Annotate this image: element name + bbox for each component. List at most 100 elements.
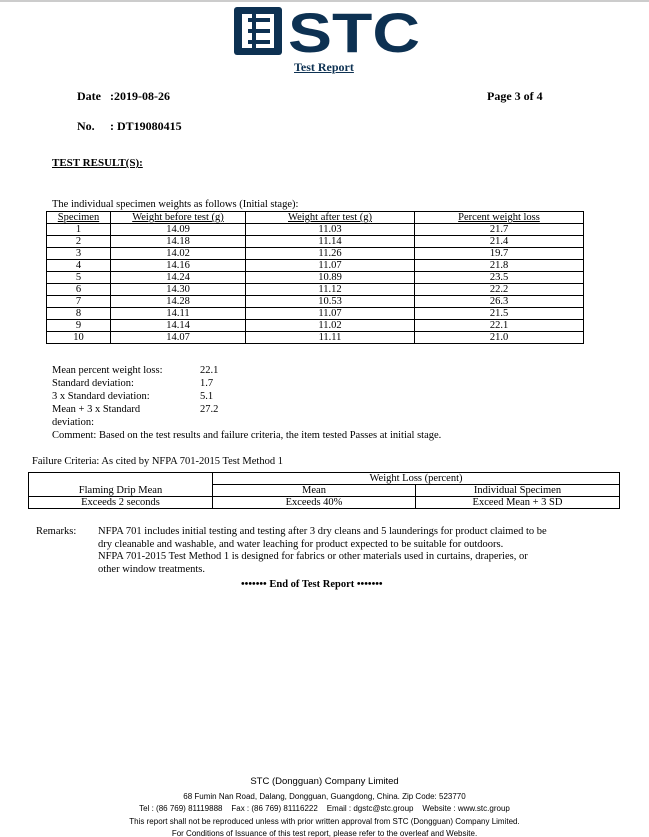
empty-cell [28, 472, 213, 485]
stat-row: 3 x Standard deviation: 5.1 [52, 390, 213, 403]
col-header: Mean [212, 484, 416, 497]
date-value: :2019-08-26 [110, 89, 170, 103]
section-title: TEST RESULT(S): [52, 157, 143, 169]
group-header: Weight Loss (percent) [212, 472, 620, 485]
stat-label: deviation: [52, 417, 94, 428]
footer-conditions: For Conditions of Issuance of this test … [171, 829, 478, 837]
table-row: 4 14.16 11.07 21.8 [46, 259, 584, 272]
column-header: Specimen [46, 211, 111, 224]
table-cell: 11.03 [245, 223, 415, 236]
remarks-line: other window treatments. [98, 563, 206, 575]
specimen-table: Specimen Weight before test (g) Weight aft… [46, 211, 584, 344]
table-cell: 14.18 [110, 235, 246, 248]
table-cell: 21.8 [414, 259, 584, 272]
table-cell: 11.07 [245, 259, 415, 272]
criteria-value: Exceeds 40% [212, 496, 416, 509]
table-cell: 26.3 [414, 295, 584, 308]
table-cell: 14.16 [110, 259, 246, 272]
table-row: 5 14.24 10.89 23.5 [46, 271, 584, 284]
table-cell: 10.89 [245, 271, 415, 284]
stat-value: 22.1 [200, 365, 219, 376]
stat-label: Mean + 3 x Standard [52, 404, 141, 415]
stat-value: 27.2 [200, 404, 219, 415]
footer-contact: Tel : (86 769) 81119888 Fax : (86 769) 8… [139, 804, 510, 813]
stat-row: Mean + 3 x Standard 27.2 [52, 403, 218, 416]
table-row: 6 14.30 11.12 22.2 [46, 283, 584, 296]
table-row: 10 14.07 11.11 21.0 [46, 331, 584, 344]
stat-row: deviation: [52, 416, 94, 429]
table-cell: 11.14 [245, 235, 415, 248]
date-label: Date [77, 89, 101, 103]
table-row: 8 14.11 11.07 21.5 [46, 307, 584, 320]
table-cell: 14.07 [110, 331, 246, 344]
no-label: No. [77, 119, 95, 133]
table-cell: 4 [46, 259, 111, 272]
table-cell: 3 [46, 247, 111, 260]
table-cell: 21.4 [414, 235, 584, 248]
column-header: Weight after test (g) [245, 211, 415, 224]
svg-text:STC: STC [288, 5, 420, 57]
stat-label: 3 x Standard deviation: [52, 391, 150, 402]
table-cell: 14.24 [110, 271, 246, 284]
table-cell: 11.02 [245, 319, 415, 332]
table-cell: 5 [46, 271, 111, 284]
criteria-value: Exceed Mean + 3 SD [415, 496, 620, 509]
column-header: Percent weight loss [414, 211, 584, 224]
remarks-line: NFPA 701 includes initial testing and te… [98, 526, 547, 537]
table-cell: 22.1 [414, 319, 584, 332]
table-cell: 19.7 [414, 247, 584, 260]
criteria-value: Exceeds 2 seconds [28, 496, 213, 509]
report-title: Test Report [294, 60, 354, 74]
table-row: 3 14.02 11.26 19.7 [46, 247, 584, 260]
comment: Comment: Based on the test results and f… [52, 430, 442, 441]
stc-logo: STC [234, 5, 420, 57]
remarks-line: NFPA 701-2015 Test Method 1 is designed … [98, 551, 528, 562]
table-cell: 23.5 [414, 271, 584, 284]
stat-label: Standard deviation: [52, 378, 134, 389]
remarks-line: dry cleanable and washable, and water le… [98, 538, 504, 550]
table-cell: 10.53 [245, 295, 415, 308]
stat-value: 1.7 [200, 378, 214, 389]
col-header: Flaming Drip Mean [28, 484, 213, 497]
remarks-text: NFPA 701 includes initial testing and te… [98, 526, 547, 576]
failure-criteria-table: Weight Loss (percent) Flaming Drip Mean M… [28, 472, 620, 509]
table-cell: 22.2 [414, 283, 584, 296]
failure-caption: Failure Criteria: As cited by NFPA 701-2… [32, 456, 283, 467]
table-cell: 14.09 [110, 223, 246, 236]
table-cell: 11.26 [245, 247, 415, 260]
table-row: 1 14.09 11.03 21.7 [46, 223, 584, 236]
stat-value: 5.1 [200, 391, 214, 402]
table-cell: 14.11 [110, 307, 246, 320]
col-header: Individual Specimen [415, 484, 620, 497]
stat-label: Mean percent weight loss: [52, 365, 163, 376]
table-cell: 11.07 [245, 307, 415, 320]
table-cell: 2 [46, 235, 111, 248]
table-cell: 21.7 [414, 223, 584, 236]
remarks-label: Remarks: [36, 526, 77, 537]
page-number: Page 3 of 4 [487, 89, 543, 103]
table-cell: 14.14 [110, 319, 246, 332]
table-cell: 7 [46, 295, 111, 308]
table-row: 2 14.18 11.14 21.4 [46, 235, 584, 248]
footer-company: STC (Dongguan) Company Limited [250, 776, 399, 787]
table-cell: 1 [46, 223, 111, 236]
end-of-report: ••••••• End of Test Report ••••••• [241, 579, 383, 590]
table-cell: 21.0 [414, 331, 584, 344]
table-cell: 14.02 [110, 247, 246, 260]
table-row: 7 14.28 10.53 26.3 [46, 295, 584, 308]
column-header: Weight before test (g) [110, 211, 246, 224]
table-cell: 11.12 [245, 283, 415, 296]
table-cell: 9 [46, 319, 111, 332]
table-cell: 14.30 [110, 283, 246, 296]
table-cell: 8 [46, 307, 111, 320]
stat-row: Mean percent weight loss: 22.1 [52, 364, 218, 377]
report-number: : DT19080415 [110, 119, 182, 133]
table-cell: 21.5 [414, 307, 584, 320]
table-cell: 10 [46, 331, 111, 344]
footer-notice: This report shall not be reproduced unle… [129, 817, 520, 826]
table-header-row: Specimen Weight before test (g) Weight aft… [46, 211, 584, 224]
table-row: 9 14.14 11.02 22.1 [46, 319, 584, 332]
stat-row: Standard deviation: 1.7 [52, 377, 213, 390]
table-cell: 6 [46, 283, 111, 296]
